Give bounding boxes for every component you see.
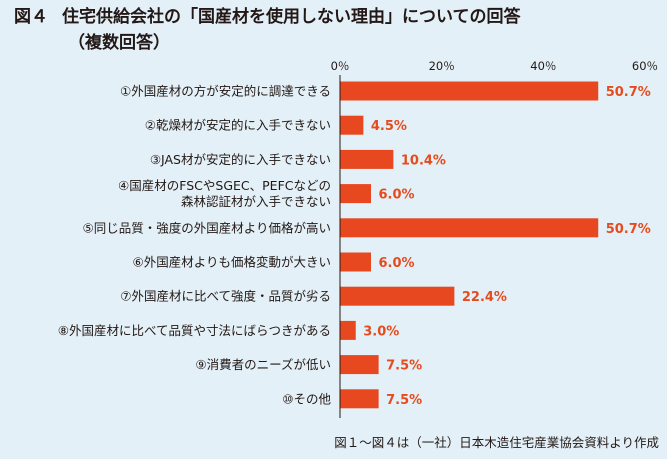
bar — [340, 252, 371, 272]
category-label: ②乾燥材が安定的に入手できない — [145, 118, 331, 133]
bar — [340, 218, 599, 238]
title-text: 住宅供給会社の「国産材を使用しない理由」についての回答 — [62, 7, 521, 27]
bar — [340, 149, 394, 169]
figure-number: 図４ — [14, 7, 48, 27]
x-tick-label: 40％ — [530, 59, 556, 73]
category-label: ⑤同じ品質・強度の外国産材より価格が高い — [83, 220, 331, 235]
category-label: ④国産材のFSCやSGEC、PEFCなどの — [118, 178, 331, 193]
data-label: 6.0% — [379, 256, 415, 271]
category-label: ⑥外国産材よりも価格変動が大きい — [133, 255, 331, 270]
data-label: 7.5% — [386, 393, 422, 408]
bar — [340, 184, 371, 204]
bar — [340, 115, 364, 135]
data-label: 3.0% — [363, 324, 399, 339]
bar — [340, 355, 379, 375]
data-label: 4.5% — [371, 119, 407, 134]
chart-subtitle: （複数回答） — [68, 33, 170, 53]
source-note: 図１～図４は（一社）日本木造住宅産業協会資料より作成 — [334, 435, 659, 450]
bar — [340, 320, 356, 340]
category-label: ①外国産材の方が安定的に調達できる — [120, 84, 331, 99]
x-tick-label: 0％ — [331, 59, 350, 73]
category-label: ⑨消費者のニーズが低い — [195, 357, 331, 372]
data-label: 50.7% — [606, 222, 651, 237]
category-label: 森林認証材が入手できない — [181, 194, 331, 209]
category-label: ③JAS材が安定的に入手できない — [150, 152, 331, 167]
category-label: ⑦外国産材に比べて強度・品質が劣る — [120, 289, 331, 304]
category-label: ⑧外国産材に比べて品質や寸法にばらつきがある — [58, 323, 331, 338]
category-label: ⑩その他 — [282, 391, 331, 406]
data-label: 6.0% — [379, 188, 415, 203]
x-tick-label: 20％ — [429, 59, 455, 73]
bar — [340, 389, 379, 409]
data-label: 22.4% — [462, 290, 507, 305]
data-label: 10.4% — [401, 153, 446, 168]
bar — [340, 286, 455, 306]
data-label: 7.5% — [386, 359, 422, 374]
data-label: 50.7% — [606, 85, 651, 100]
chart-title: 図４ 住宅供給会社の「国産材を使用しない理由」についての回答 — [14, 6, 521, 28]
bar — [340, 81, 599, 101]
x-tick-label: 60％ — [632, 59, 658, 73]
